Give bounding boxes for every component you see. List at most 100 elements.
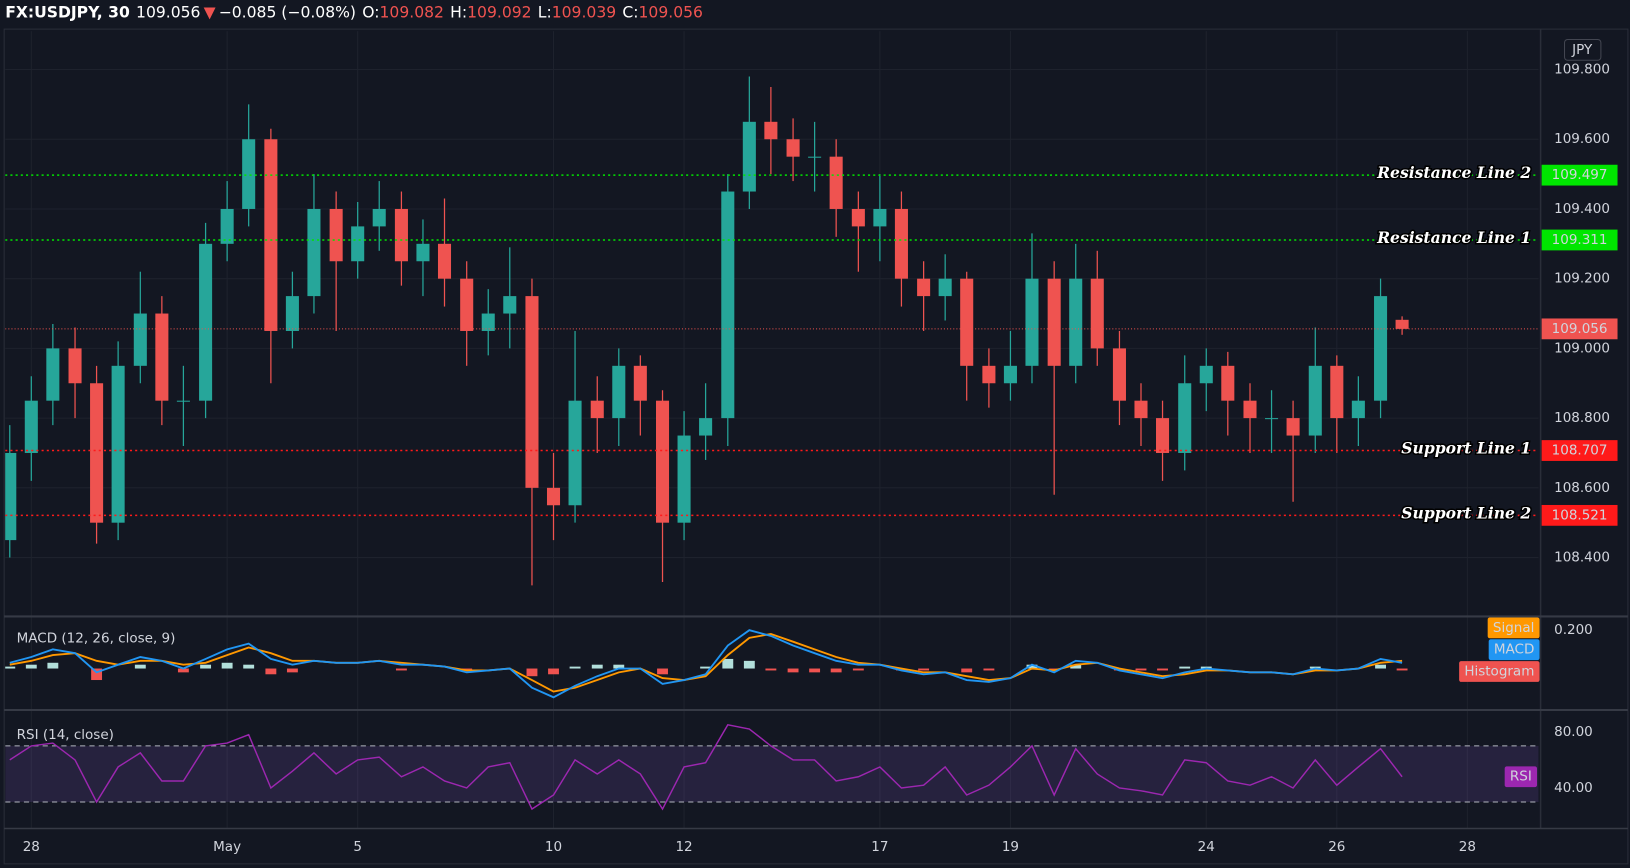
symbol: FX:USDJPY, 30 xyxy=(5,3,130,21)
y-tick-label: 108.600 xyxy=(1554,480,1610,496)
rsi-pane xyxy=(5,724,1539,811)
histogram-bar xyxy=(243,664,255,669)
y-tick-label: 109.000 xyxy=(1554,340,1610,356)
candle-body xyxy=(590,400,604,419)
x-tick-label: 19 xyxy=(1002,839,1019,855)
x-tick-label: 17 xyxy=(871,839,888,855)
candle-body xyxy=(633,365,647,401)
candle-body xyxy=(742,121,756,192)
candle-body xyxy=(612,365,626,419)
candle-body xyxy=(1090,278,1104,349)
x-tick-label: 24 xyxy=(1198,839,1215,855)
histogram-bar xyxy=(1309,666,1321,669)
candle-body xyxy=(894,208,908,279)
level-value-box xyxy=(1541,440,1618,461)
candle-body xyxy=(982,365,996,384)
indicator-title: MACD (12, 26, close, 9) xyxy=(17,630,176,646)
candle-body xyxy=(873,208,887,227)
histogram-bar xyxy=(134,664,146,669)
candle-body xyxy=(1156,418,1170,453)
rsi-line xyxy=(9,724,1403,811)
open-value: 109.082 xyxy=(380,3,444,21)
candle-body xyxy=(503,296,517,314)
histogram-bar xyxy=(787,668,799,673)
high-value: 109.092 xyxy=(467,3,531,21)
histogram-bar xyxy=(526,668,538,677)
open-label: O: xyxy=(362,3,379,21)
candle-body xyxy=(851,208,865,227)
histogram-bar xyxy=(395,668,407,671)
candle-body xyxy=(1221,365,1235,401)
histogram-bar xyxy=(25,664,37,669)
candle-body xyxy=(1134,400,1148,419)
histogram-bar xyxy=(961,668,973,673)
x-tick-label: 10 xyxy=(545,839,562,855)
header: FX:USDJPY, 30 109.056 ▼ −0.085 (−0.08%) O:10… xyxy=(5,3,703,21)
candle-body xyxy=(1265,418,1279,420)
y-tick-label: 108.400 xyxy=(1554,550,1610,566)
legend-item: MACD xyxy=(1494,642,1534,658)
histogram-bar xyxy=(1157,668,1168,671)
histogram-bar xyxy=(5,666,16,669)
candle-body xyxy=(264,139,278,331)
x-tick-label: 12 xyxy=(675,839,692,855)
histogram-bar xyxy=(221,662,233,669)
candle-body xyxy=(351,226,365,262)
level-value-box xyxy=(1541,229,1618,251)
change: −0.085 (−0.08%) xyxy=(219,3,356,21)
candle-body xyxy=(1112,348,1126,401)
candle-body xyxy=(808,156,822,158)
candle-body xyxy=(1308,365,1322,436)
histogram-bar xyxy=(91,668,103,681)
histogram-bar xyxy=(569,666,581,669)
overlay: 28 May 5 10 12 17 19 24 26 28 108.400 108.600 108.80… xyxy=(17,62,1618,855)
level-value-box xyxy=(1541,164,1618,186)
candle-body xyxy=(917,278,931,297)
candle-body xyxy=(394,208,408,262)
histogram-bar xyxy=(461,668,473,671)
candle-body xyxy=(285,296,299,331)
level-name: Resistance Line 2 xyxy=(1376,163,1531,182)
close-value: 109.056 xyxy=(639,3,703,21)
candle-body xyxy=(242,139,256,209)
candle-body xyxy=(764,121,778,140)
histogram-bar xyxy=(743,660,755,669)
candle-body xyxy=(568,400,582,506)
legend-item: Histogram xyxy=(1464,664,1534,680)
candle-body xyxy=(1178,383,1192,453)
y-tick-label: 109.200 xyxy=(1554,271,1610,287)
last-price: 109.056 xyxy=(136,3,200,21)
candle-body xyxy=(786,139,800,157)
histogram-bar xyxy=(1179,666,1191,669)
candle-body xyxy=(1069,278,1083,366)
histogram-bar xyxy=(809,668,821,673)
candle-body xyxy=(111,365,125,523)
candle-body xyxy=(1286,418,1300,436)
candle-body xyxy=(155,313,169,401)
x-tick-label: 28 xyxy=(1459,839,1476,855)
candle-body xyxy=(829,156,843,209)
currency: JPY xyxy=(1571,42,1593,58)
candle-body xyxy=(1395,319,1409,329)
candle-body xyxy=(1374,296,1388,401)
candle-body xyxy=(721,191,735,419)
frame xyxy=(3,28,1629,865)
y-tick-label: 109.600 xyxy=(1554,131,1610,147)
legend-item-box xyxy=(1487,617,1540,639)
currency-box xyxy=(1563,38,1602,61)
level-name: Support Line 1 xyxy=(1401,438,1531,457)
histogram-bar xyxy=(700,666,712,669)
y-tick-label: 108.800 xyxy=(1554,410,1610,426)
candle-body xyxy=(46,348,60,401)
legend-item: Signal xyxy=(1493,620,1534,636)
level-name: Support Line 2 xyxy=(1401,503,1531,522)
candle-body xyxy=(677,435,691,523)
candle-body xyxy=(655,400,670,523)
candle-body xyxy=(960,278,974,366)
candle-body xyxy=(1330,365,1344,419)
legend-item-box xyxy=(1488,639,1540,661)
candle-body xyxy=(1351,400,1365,419)
candle-body xyxy=(416,243,430,262)
candle-body xyxy=(546,487,561,506)
